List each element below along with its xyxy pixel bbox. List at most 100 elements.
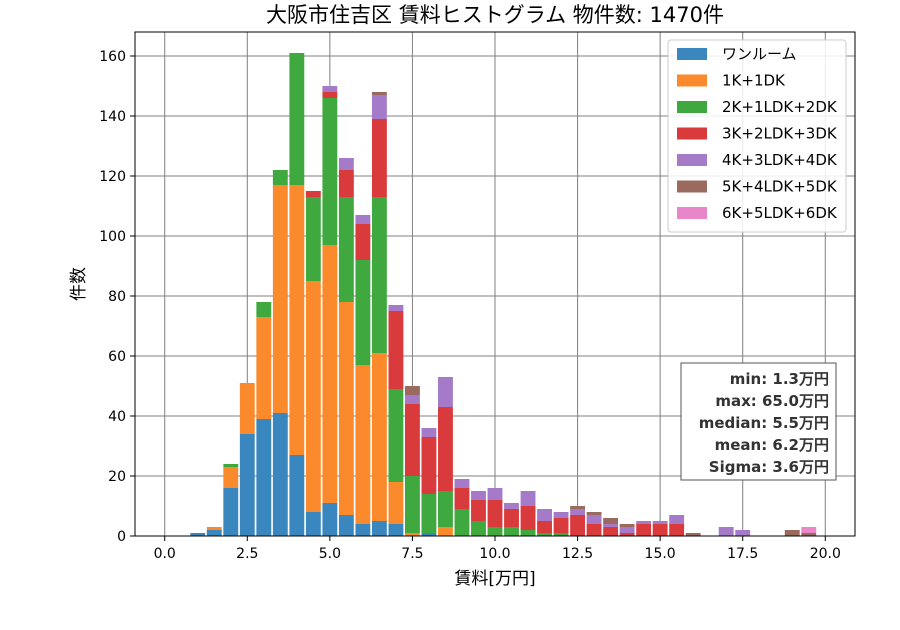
histogram-bar: [586, 524, 602, 536]
histogram-bar: [421, 428, 437, 437]
histogram-bar: [289, 185, 305, 455]
histogram-bar: [405, 404, 420, 476]
legend-swatch: [677, 48, 707, 60]
histogram-bar: [322, 98, 338, 245]
histogram-bar: [801, 533, 817, 536]
histogram-bar: [338, 158, 354, 170]
legend-swatch: [677, 101, 707, 113]
histogram-bar: [471, 521, 486, 536]
y-tick-label: 120: [99, 169, 126, 185]
histogram-bar: [438, 407, 453, 491]
histogram-bar: [735, 530, 751, 536]
histogram-bar: [388, 524, 404, 536]
x-tick-label: 0.0: [154, 546, 176, 562]
histogram-bar: [338, 302, 354, 515]
histogram-bar: [371, 197, 387, 353]
histogram-bar: [570, 509, 585, 515]
histogram-bar: [405, 533, 420, 536]
histogram-bar: [371, 119, 387, 197]
legend-label: 2K+1LDK+2DK: [722, 98, 838, 116]
stats-frame: [680, 362, 837, 481]
stats-median: median: 5.5万円: [699, 414, 829, 432]
bars: [190, 53, 817, 536]
x-tick-label: 10.0: [479, 546, 510, 562]
histogram-bar: [355, 524, 371, 536]
histogram-bar: [504, 527, 519, 536]
histogram-bar: [652, 524, 668, 536]
x-tick-label: 20.0: [810, 546, 841, 562]
histogram-bar: [388, 389, 404, 482]
histogram-bar: [223, 488, 239, 536]
histogram-bar: [371, 521, 387, 536]
histogram-bar: [603, 518, 619, 524]
histogram-bar: [305, 197, 321, 281]
histogram-bar: [784, 530, 800, 536]
y-tick-label: 0: [117, 529, 126, 545]
stats-sigma: Sigma: 3.6万円: [709, 458, 829, 476]
histogram-bar: [355, 215, 371, 224]
histogram-bar: [504, 509, 519, 527]
y-tick-label: 80: [108, 289, 126, 305]
histogram-bar: [388, 482, 404, 524]
histogram-bar: [371, 92, 387, 95]
histogram-bar: [256, 302, 272, 317]
histogram-bar: [272, 413, 288, 536]
histogram-bar: [669, 524, 685, 536]
histogram-bar: [223, 467, 239, 488]
stats-mean: mean: 6.2万円: [715, 436, 829, 454]
legend-label: 6K+5LDK+6DK: [722, 204, 838, 222]
histogram-bar: [487, 488, 503, 500]
histogram-bar: [272, 170, 288, 185]
histogram-bar: [289, 455, 305, 536]
histogram-bar: [520, 491, 536, 506]
histogram-bar: [388, 311, 404, 389]
histogram-bar: [371, 353, 387, 521]
histogram-bar: [338, 197, 354, 302]
histogram-bar: [636, 521, 652, 524]
histogram-bar: [685, 533, 701, 536]
histogram-bar: [487, 500, 503, 527]
x-tick-label: 12.5: [562, 546, 593, 562]
legend-label: 1K+1DK: [722, 72, 786, 90]
histogram-bar: [421, 533, 437, 536]
histogram-bar: [586, 515, 602, 524]
histogram-bar: [355, 224, 371, 260]
histogram-bar: [305, 512, 321, 536]
x-tick-label: 2.5: [236, 546, 258, 562]
histogram-bar: [471, 500, 486, 521]
histogram-bar: [272, 185, 288, 413]
histogram-bar: [405, 476, 420, 533]
legend-swatch: [677, 154, 707, 166]
histogram-bar: [256, 317, 272, 419]
x-tick-label: 7.5: [401, 546, 423, 562]
histogram-bar: [322, 503, 338, 536]
y-tick-label: 20: [108, 469, 126, 485]
histogram-bar: [388, 305, 404, 311]
x-axis-label: 賃料[万円]: [454, 569, 535, 589]
x-tick-label: 15.0: [645, 546, 676, 562]
y-tick-label: 100: [99, 229, 126, 245]
chart-title: 大阪市住吉区 賃料ヒストグラム 物件数: 1470件: [266, 3, 724, 27]
y-tick-label: 160: [99, 49, 126, 65]
histogram-bar: [570, 506, 585, 509]
stats-max: max: 65.0万円: [715, 392, 829, 410]
histogram-bar: [537, 533, 552, 536]
histogram-bar: [289, 53, 305, 185]
legend-label: 5K+4LDK+5DK: [722, 178, 838, 196]
histogram-bar: [652, 521, 668, 524]
histogram-bar: [718, 527, 734, 536]
histogram-bar: [190, 533, 206, 536]
legend: ワンルーム 1K+1DK 2K+1LDK+2DK 3K+2LDK+3DK 4K+3LDK…: [667, 39, 847, 233]
histogram-bar: [553, 512, 569, 518]
histogram-bar: [405, 386, 420, 395]
y-axis-label: 件数: [69, 267, 89, 301]
x-tick-label: 17.5: [727, 546, 758, 562]
stats-box: min: 1.3万円 max: 65.0万円 median: 5.5万円 mea…: [680, 362, 837, 481]
histogram-bar: [322, 86, 338, 92]
histogram-bar: [619, 524, 635, 527]
y-tick-label: 60: [108, 349, 126, 365]
x-tick-label: 5.0: [319, 546, 341, 562]
legend-label: ワンルーム: [722, 45, 797, 63]
legend-label: 3K+2LDK+3DK: [722, 125, 838, 143]
